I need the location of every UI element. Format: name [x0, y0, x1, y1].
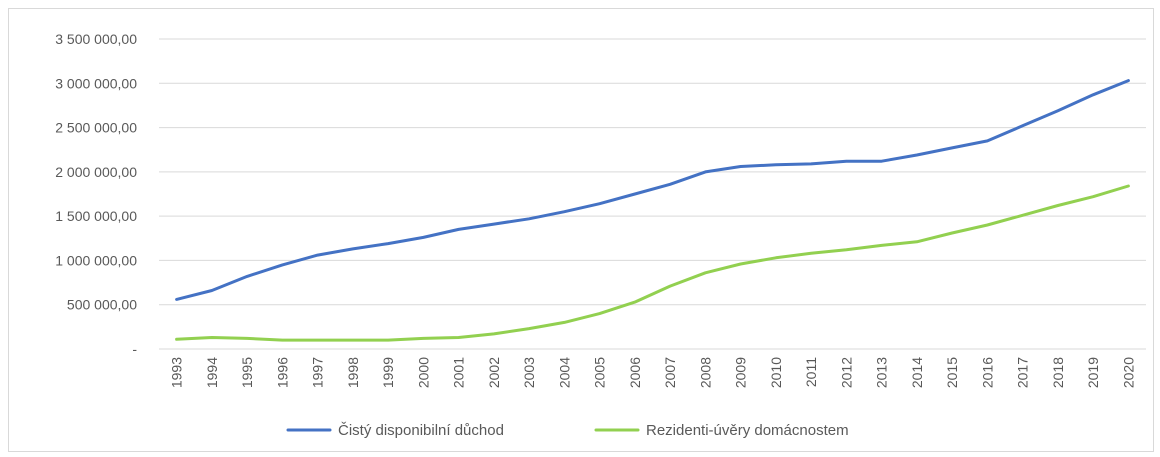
y-tick-label: - — [132, 341, 137, 357]
legend: Čistý disponibilní důchod Rezidenti-úvěry… — [286, 422, 849, 439]
x-tick-label: 1994 — [204, 357, 220, 388]
x-tick-label: 2013 — [874, 357, 890, 388]
x-tick-label: 1995 — [239, 357, 255, 388]
chart-frame: - 500 000,00 1 000 000,00 1 500 000,00 2 000… — [8, 8, 1154, 452]
x-axis-tick-labels: 1993 1994 1995 1996 1997 1998 1999 2000 2001 2002… — [169, 357, 1137, 388]
gridlines — [159, 38, 1146, 350]
x-tick-label: 2001 — [451, 357, 467, 388]
x-tick-label: 2014 — [909, 357, 925, 388]
x-tick-label: 2012 — [838, 357, 854, 388]
x-tick-label: 1998 — [345, 357, 361, 388]
x-tick-label: 2004 — [556, 357, 572, 388]
legend-label-2: Rezidenti-úvěry domácnostem — [646, 422, 849, 439]
x-tick-label: 2003 — [521, 357, 537, 388]
legend-label-1: Čistý disponibilní důchod — [338, 422, 504, 439]
series-line-1 — [175, 79, 1130, 301]
y-tick-label: 3 000 000,00 — [55, 75, 137, 91]
x-tick-label: 2016 — [979, 357, 995, 388]
y-tick-label: 1 500 000,00 — [55, 208, 137, 224]
x-tick-label: 2020 — [1120, 357, 1136, 388]
y-tick-label: 2 000 000,00 — [55, 164, 137, 180]
x-tick-label: 2011 — [803, 357, 819, 387]
x-tick-label: 2010 — [768, 357, 784, 388]
x-tick-label: 1996 — [274, 357, 290, 388]
x-tick-label: 2002 — [486, 357, 502, 388]
series-lines — [175, 79, 1130, 342]
x-tick-label: 2005 — [592, 357, 608, 388]
y-tick-label: 2 500 000,00 — [55, 120, 137, 136]
x-tick-label: 2008 — [697, 357, 713, 388]
x-tick-label: 2007 — [662, 357, 678, 388]
x-tick-label: 2018 — [1050, 357, 1066, 388]
y-axis-tick-labels: - 500 000,00 1 000 000,00 1 500 000,00 2 000… — [55, 31, 137, 357]
x-tick-label: 1993 — [169, 357, 185, 388]
line-chart: - 500 000,00 1 000 000,00 1 500 000,00 2 000… — [55, 31, 1146, 439]
x-tick-label: 2000 — [415, 357, 431, 388]
x-tick-label: 2009 — [733, 357, 749, 388]
x-tick-label: 2017 — [1015, 357, 1031, 388]
y-tick-label: 1 000 000,00 — [55, 252, 137, 268]
x-tick-label: 2019 — [1085, 357, 1101, 388]
x-tick-label: 1997 — [310, 357, 326, 388]
y-tick-label: 500 000,00 — [67, 297, 137, 313]
y-tick-label: 3 500 000,00 — [55, 31, 137, 47]
x-tick-label: 1999 — [380, 357, 396, 388]
x-tick-label: 2006 — [627, 357, 643, 388]
x-tick-label: 2015 — [944, 357, 960, 388]
series-line-2 — [175, 184, 1130, 342]
